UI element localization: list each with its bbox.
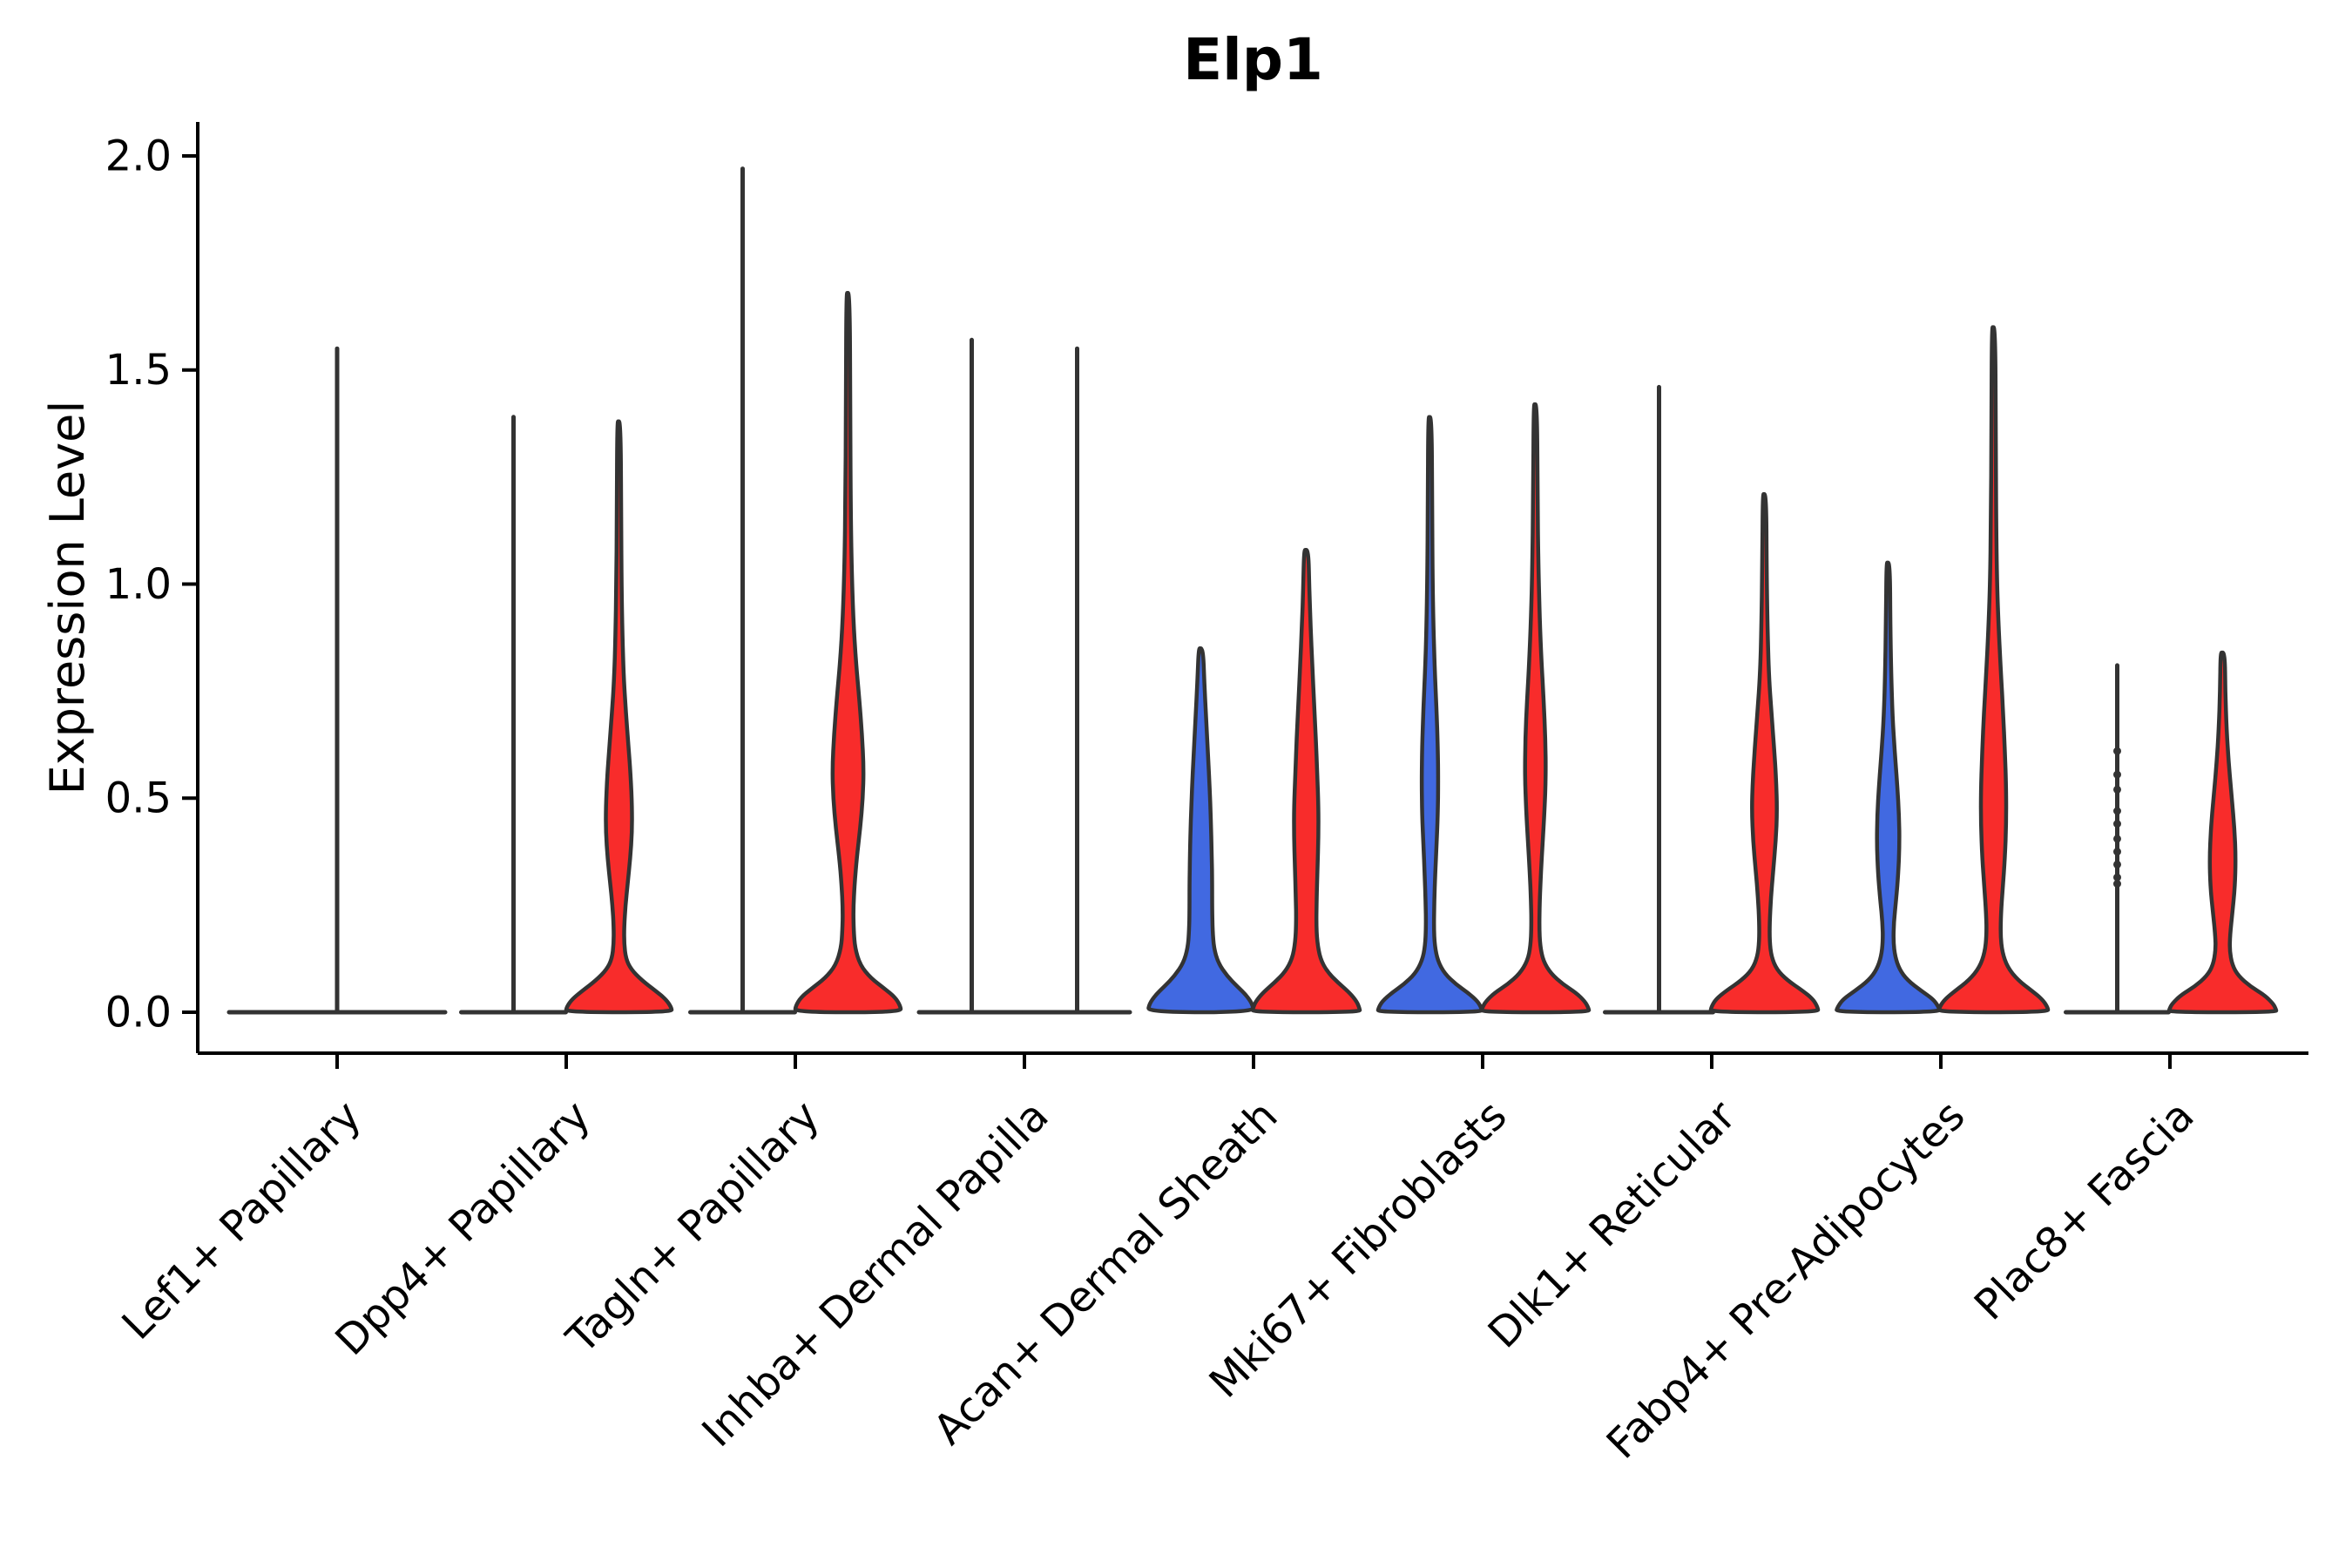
violin-red-plac8-fascia: [2166, 650, 2279, 1015]
x-tick-label-plac8-fascia: Plac8+ Fascia: [1965, 1092, 2204, 1330]
jitter-dot: [2113, 770, 2121, 779]
violin-blue-inhba-dermal-papilla: [916, 337, 1027, 1015]
violin-red-acan-dermal-sheath: [1250, 547, 1362, 1015]
violin-red-dpp4-papillary: [564, 419, 674, 1015]
violin-blue-fabp4-pre-adipocytes: [1835, 560, 1942, 1015]
jitter-dot: [2113, 860, 2121, 868]
jitter-dot: [2113, 880, 2121, 888]
y-tick-label: 1.5: [105, 346, 172, 395]
violin-blue-acan-dermal-sheath: [1146, 645, 1255, 1015]
jitter-dot: [2113, 807, 2121, 815]
y-tick-label: 0.0: [105, 988, 172, 1037]
jitter-dot: [2113, 835, 2121, 843]
x-tick-label-dlk1-reticular: Dlk1+ Reticular: [1479, 1092, 1746, 1358]
violin-blue-tagln-papillary: [688, 166, 797, 1015]
x-tick-label-dpp4-papillary: Dpp4+ Papillary: [326, 1092, 599, 1365]
violin-blue-mki67-fibroblasts: [1375, 415, 1484, 1015]
jitter-dot: [2113, 785, 2121, 794]
violin-blue-dpp4-papillary: [459, 415, 568, 1015]
violin-red-inhba-dermal-papilla: [1022, 346, 1132, 1015]
violin-red-mki67-fibroblasts: [1479, 402, 1592, 1015]
x-tick-label-tagln-papillary: Tagln+ Papillary: [557, 1092, 828, 1363]
violin-red-fabp4-pre-adipocytes: [1936, 325, 2051, 1015]
y-tick-label: 1.0: [105, 560, 172, 609]
violin-blue-dlk1-reticular: [1603, 384, 1715, 1015]
violin-single-lef1-papillary: [226, 346, 448, 1015]
jitter-dot: [2113, 747, 2121, 755]
x-tick-label-lef1-papillary: Lef1+ Papillary: [113, 1092, 371, 1349]
jitter-dot: [2113, 873, 2121, 882]
violin-red-dlk1-reticular: [1708, 492, 1821, 1015]
y-tick-label: 0.5: [105, 774, 172, 823]
jitter-dot: [2113, 820, 2121, 828]
chart-title: Elp1: [1183, 26, 1323, 93]
jitter-dot: [2113, 848, 2121, 856]
y-tick-label: 2.0: [105, 132, 172, 180]
violin-red-tagln-papillary: [793, 291, 903, 1015]
